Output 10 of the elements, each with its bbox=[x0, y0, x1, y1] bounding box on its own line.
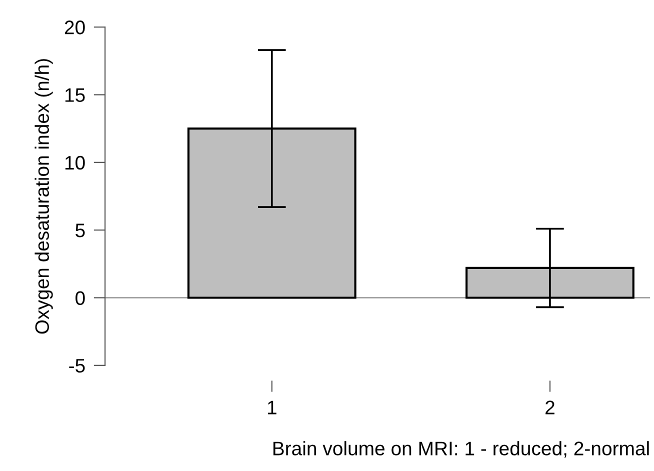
y-axis-title: Oxygen desaturation index (n/h) bbox=[34, 59, 53, 334]
x-tick-label: 2 bbox=[546, 400, 554, 414]
x-tick-label: 1 bbox=[268, 400, 276, 414]
y-tick-label: -5 bbox=[69, 359, 85, 373]
x-axis-title: Brain volume on MRI: 1 - reduced; 2-normal bbox=[273, 441, 649, 458]
y-tick-label: 0 bbox=[76, 291, 85, 305]
y-tick-label: 10 bbox=[65, 156, 85, 170]
y-tick-label: 5 bbox=[76, 224, 85, 238]
y-tick-label: 20 bbox=[64, 20, 85, 34]
y-tick-label: 15 bbox=[65, 88, 85, 102]
